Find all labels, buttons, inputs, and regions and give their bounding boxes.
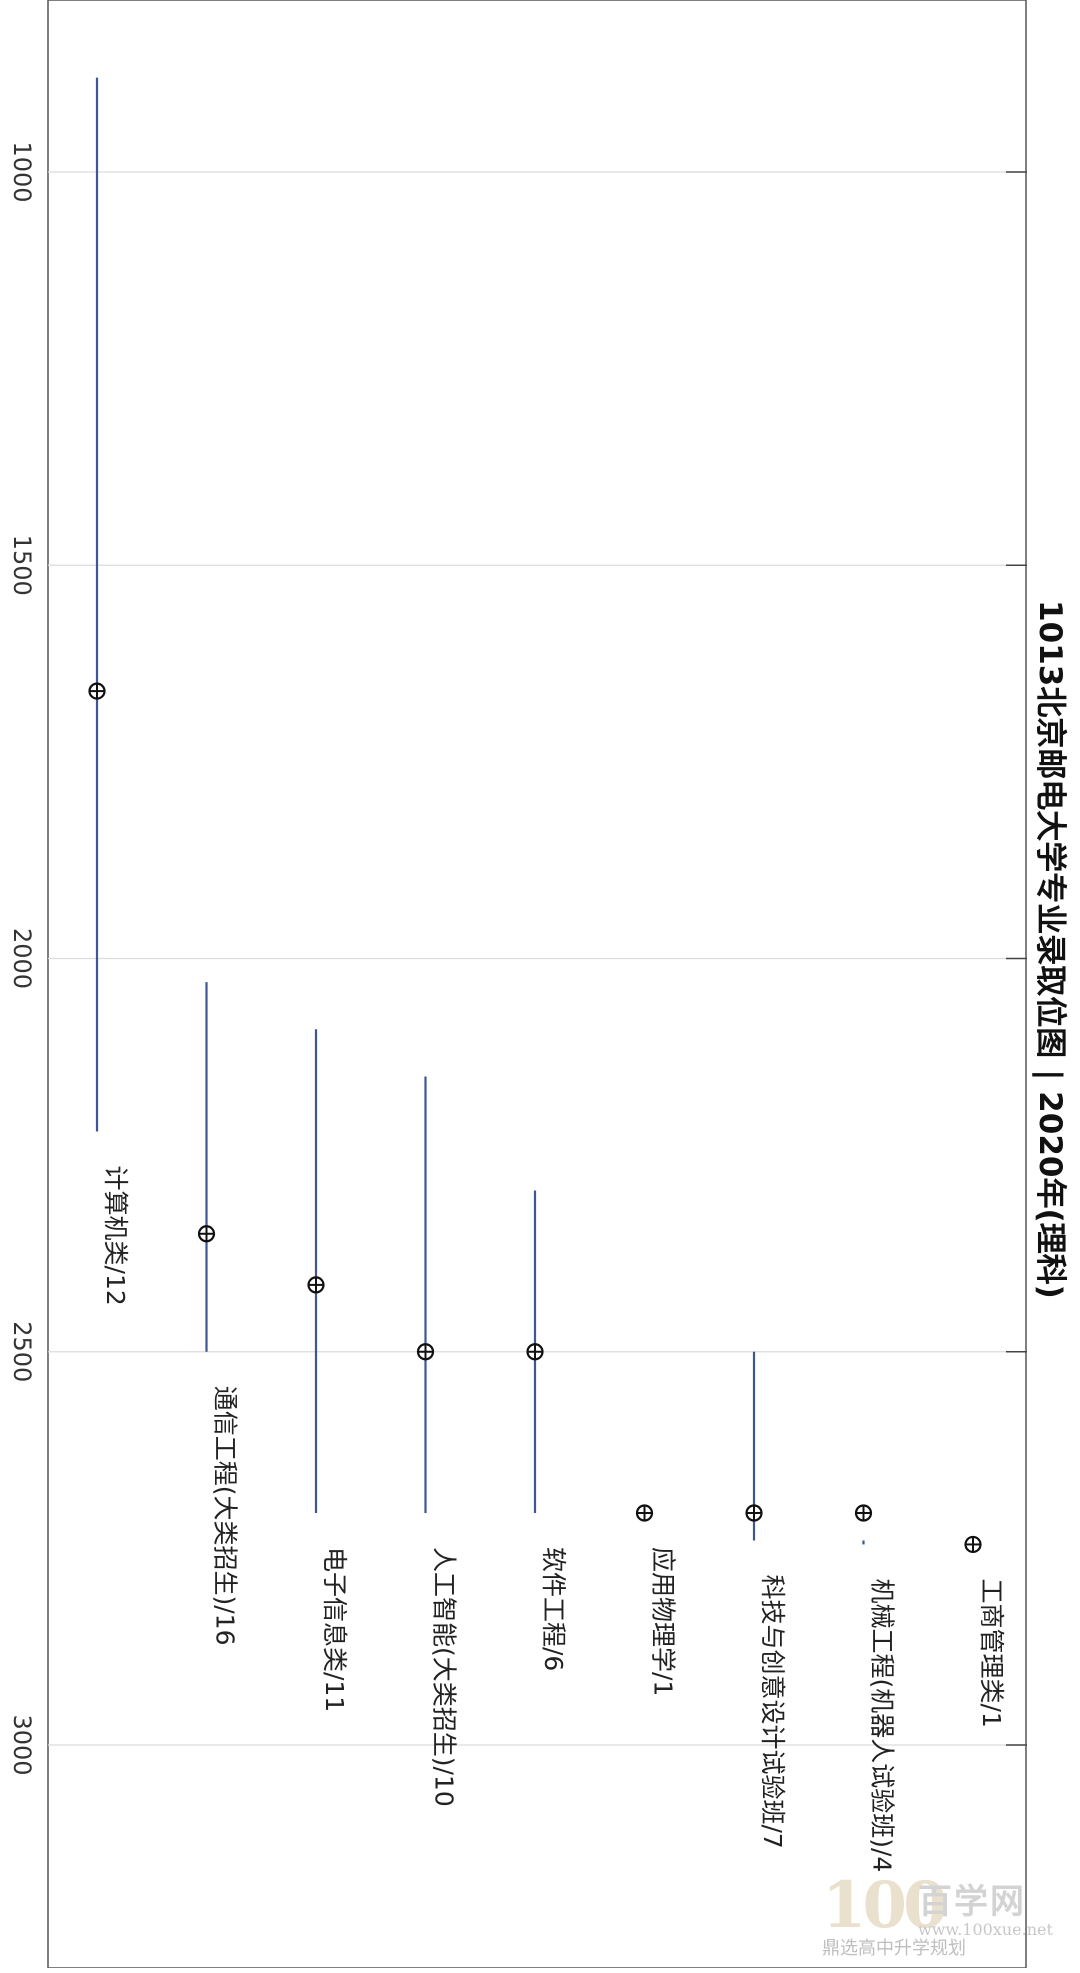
x-tick-label: 科技与创意设计试验班/7 (758, 1575, 787, 1849)
x-tick-label: 软件工程/6 (539, 1547, 568, 1671)
x-tick-label: 工商管理类/1 (977, 1578, 1006, 1727)
x-tick-label: 通信工程(大类招生)/16 (211, 1386, 240, 1646)
watermark-site-name: 百学网 (918, 1882, 1026, 1922)
y-tick-label: 3000 (8, 1714, 36, 1775)
y-tick-label: 1500 (8, 535, 36, 596)
y-tick-label: 1000 (8, 141, 36, 202)
watermark-url: www.100xue.net (918, 1920, 1053, 1939)
watermark: 100 百学网 www.100xue.net 鼎选高中升学规划 (822, 1868, 1072, 1964)
x-tick-label: 机械工程(机器人试验班)/4 (868, 1578, 897, 1872)
x-tick-label: 人工智能(大类招生)/10 (430, 1547, 459, 1807)
y-tick-label: 2000 (8, 928, 36, 989)
watermark-subtitle: 鼎选高中升学规划 (822, 1938, 966, 1959)
x-tick-label: 应用物理学/1 (649, 1547, 678, 1696)
watermark-logo: 100 (822, 1868, 948, 1943)
chart-title: 1013北京邮电大学专业录取位图 | 2020年(理科) (1032, 600, 1068, 1299)
y-tick-label: 2500 (8, 1321, 36, 1382)
x-tick-label: 电子信息类/11 (320, 1547, 349, 1712)
x-tick-label: 计算机类/12 (101, 1166, 130, 1306)
